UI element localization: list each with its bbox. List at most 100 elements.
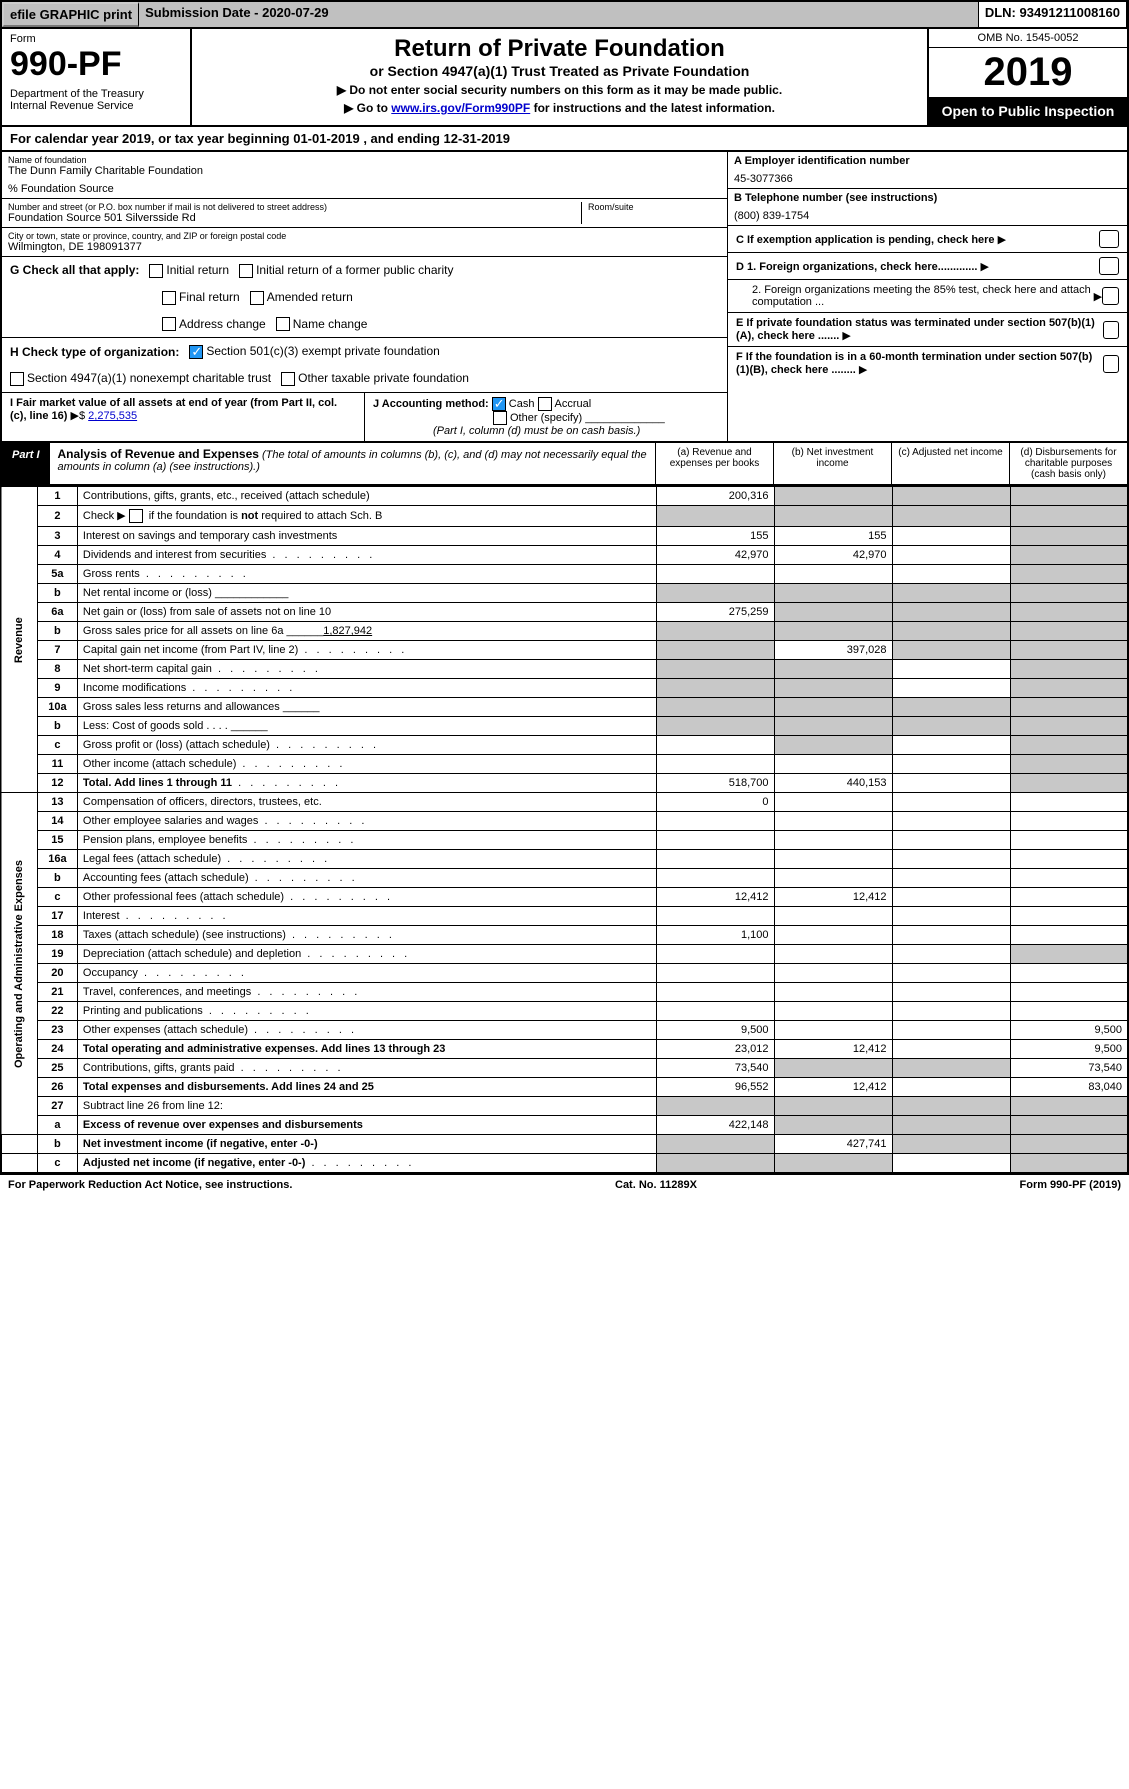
row-26-num: 26 (37, 1078, 77, 1097)
row-15-num: 15 (37, 831, 77, 850)
row-13-a: 0 (656, 793, 774, 812)
row-27b-num: b (37, 1135, 77, 1154)
fmv-link[interactable]: 2,275,535 (88, 410, 137, 422)
room-label: Room/suite (588, 202, 721, 212)
row-24-b: 12,412 (774, 1040, 892, 1059)
cb-accrual[interactable] (538, 397, 552, 411)
row-3-num: 3 (37, 527, 77, 546)
row-19-desc: Depreciation (attach schedule) and deple… (77, 945, 656, 964)
cb-exemption-pending[interactable] (1099, 230, 1119, 248)
instr-1: ▶ Do not enter social security numbers o… (198, 83, 921, 97)
row-2-num: 2 (37, 506, 77, 527)
cb-foreign-org[interactable] (1099, 257, 1119, 275)
row-26-desc: Total expenses and disbursements. Add li… (77, 1078, 656, 1097)
row-9-num: 9 (37, 679, 77, 698)
care-of: % Foundation Source (8, 183, 721, 195)
dept-treasury: Department of the Treasury Internal Reve… (10, 88, 182, 112)
opt-cash: Cash (509, 398, 535, 410)
row-20-num: 20 (37, 964, 77, 983)
efile-print-button[interactable]: efile GRAPHIC print (2, 2, 139, 27)
telephone: (800) 839-1754 (734, 210, 1121, 222)
row-10c-num: c (37, 736, 77, 755)
row-27b-b: 427,741 (774, 1135, 892, 1154)
opt-4947: Section 4947(a)(1) nonexempt charitable … (27, 371, 271, 385)
part-1-table: Revenue 1Contributions, gifts, grants, e… (0, 486, 1129, 1174)
cb-cash[interactable] (492, 397, 506, 411)
opt-addr-change: Address change (179, 317, 266, 331)
e-label: E If private foundation status was termi… (736, 317, 1095, 342)
row-22-num: 22 (37, 1002, 77, 1021)
row-4-a: 42,970 (656, 546, 774, 565)
cb-other-method[interactable] (493, 411, 507, 425)
row-6a-a: 275,259 (656, 603, 774, 622)
form-title: Return of Private Foundation (198, 35, 921, 63)
cb-address-change[interactable] (162, 317, 176, 331)
cb-final[interactable] (162, 291, 176, 305)
city-state-zip: Wilmington, DE 198091377 (8, 241, 721, 253)
open-public: Open to Public Inspection (929, 97, 1127, 125)
row-7-num: 7 (37, 641, 77, 660)
row-25-a: 73,540 (656, 1059, 774, 1078)
entity-info: Name of foundation The Dunn Family Chari… (0, 152, 1129, 443)
cb-other-taxable[interactable] (281, 372, 295, 386)
row-16c-b: 12,412 (774, 888, 892, 907)
row-26-b: 12,412 (774, 1078, 892, 1097)
cb-501c3[interactable] (189, 345, 203, 359)
cb-4947[interactable] (10, 372, 24, 386)
name-label: Name of foundation (8, 155, 721, 165)
opt-501c3: Section 501(c)(3) exempt private foundat… (206, 344, 439, 358)
cb-no-schb[interactable] (129, 509, 143, 523)
irs-link[interactable]: www.irs.gov/Form990PF (391, 101, 530, 115)
row-4-num: 4 (37, 546, 77, 565)
form-number: 990-PF (10, 45, 182, 84)
row-5a-num: 5a (37, 565, 77, 584)
row-.16c-desc: Other professional fees (attach schedule… (77, 888, 656, 907)
row-6b-val: 1,827,942 (323, 625, 372, 637)
row-27c-num: c (37, 1154, 77, 1174)
row-4-desc: Dividends and interest from securities (77, 546, 656, 565)
d1-label: D 1. Foreign organizations, check here..… (736, 261, 977, 273)
row-13-desc: Compensation of officers, directors, tru… (77, 793, 656, 812)
row-11-desc: Other income (attach schedule) (77, 755, 656, 774)
cb-terminated[interactable] (1103, 321, 1119, 339)
row-10c-desc: Gross profit or (loss) (attach schedule) (77, 736, 656, 755)
instr-2-post: for instructions and the latest informat… (530, 101, 775, 115)
opt-amended: Amended return (267, 290, 353, 304)
h-check-row: H Check type of organization: Section 50… (2, 338, 727, 365)
row-4-b: 42,970 (774, 546, 892, 565)
row-27-num: 27 (37, 1097, 77, 1116)
row-27b-desc: Net investment income (if negative, ente… (77, 1135, 656, 1154)
row-3-b: 155 (774, 527, 892, 546)
revenue-side-label: Revenue (1, 487, 37, 793)
row-7-b: 397,028 (774, 641, 892, 660)
col-c-hdr: (c) Adjusted net income (891, 443, 1009, 484)
addr-label: Number and street (or P.O. box number if… (8, 202, 581, 212)
j-note: (Part I, column (d) must be on cash basi… (433, 425, 640, 437)
row-20-desc: Occupancy (77, 964, 656, 983)
row-24-num: 24 (37, 1040, 77, 1059)
form-label: Form (10, 33, 182, 45)
cb-initial-former[interactable] (239, 264, 253, 278)
row-17-desc: Interest (77, 907, 656, 926)
row-27a-desc: Excess of revenue over expenses and disb… (77, 1116, 656, 1135)
row-16a-desc: Legal fees (attach schedule) (77, 850, 656, 869)
cb-60month[interactable] (1103, 355, 1119, 373)
row-12-desc: Total. Add lines 1 through 11 (77, 774, 656, 793)
paperwork-notice: For Paperwork Reduction Act Notice, see … (8, 1179, 292, 1191)
row-2-desc: Check ▶ if the foundation is not require… (77, 506, 656, 527)
row-18-desc: Taxes (attach schedule) (see instruction… (77, 926, 656, 945)
cb-85pct[interactable] (1102, 287, 1119, 305)
row-5b-num: b (37, 584, 77, 603)
j-label: J Accounting method: (373, 398, 489, 410)
row-23-num: 23 (37, 1021, 77, 1040)
h-label: H Check type of organization: (10, 345, 179, 359)
row-10a-num: 10a (37, 698, 77, 717)
ein-label: A Employer identification number (734, 155, 910, 167)
cb-initial-return[interactable] (149, 264, 163, 278)
cb-name-change[interactable] (276, 317, 290, 331)
opt-accrual: Accrual (555, 398, 592, 410)
cb-amended[interactable] (250, 291, 264, 305)
street-address: Foundation Source 501 Silversside Rd (8, 212, 581, 224)
row-16a-num: 16a (37, 850, 77, 869)
opt-other-method: Other (specify) (510, 412, 582, 424)
